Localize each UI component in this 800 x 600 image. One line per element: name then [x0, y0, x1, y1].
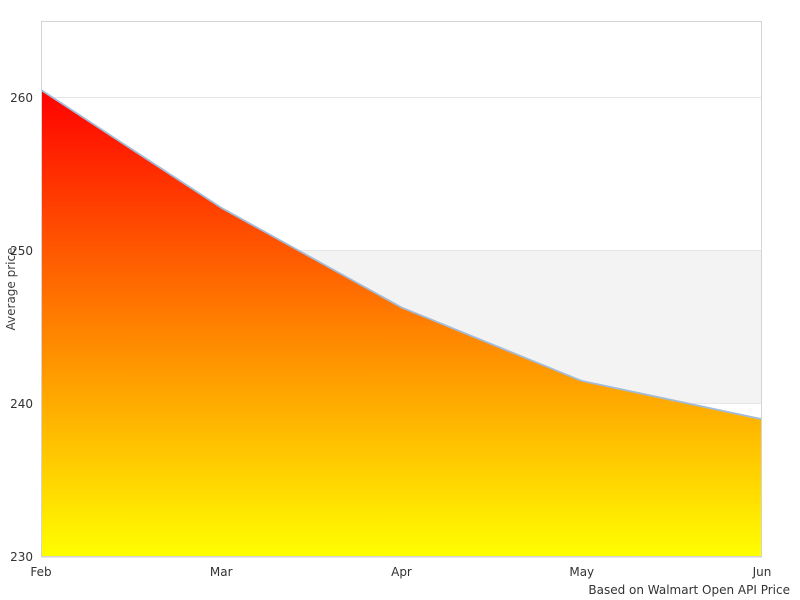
x-tick-label-jun: Jun	[752, 565, 772, 579]
x-tick-label-feb: Feb	[30, 565, 52, 579]
y-tick-label-250: 250	[10, 243, 33, 258]
area-fill	[41, 89, 762, 557]
series-line	[41, 89, 762, 421]
y-axis-title: Average price	[4, 247, 18, 331]
chart-caption: Based on Walmart Open API Price	[588, 583, 790, 597]
y-tick-label-240: 240	[10, 396, 33, 411]
area-series	[41, 89, 762, 557]
gridline-260	[41, 97, 762, 99]
plot-area	[41, 21, 762, 558]
y-tick-label-230: 230	[10, 550, 33, 564]
x-tick-label-mar: Mar	[209, 565, 233, 579]
x-tick-label-may: May	[569, 565, 595, 579]
y-tick-label-260: 260	[10, 90, 33, 105]
gridline-230	[41, 556, 762, 558]
gridline-250	[41, 250, 762, 252]
x-tick-label-apr: Apr	[391, 565, 412, 579]
